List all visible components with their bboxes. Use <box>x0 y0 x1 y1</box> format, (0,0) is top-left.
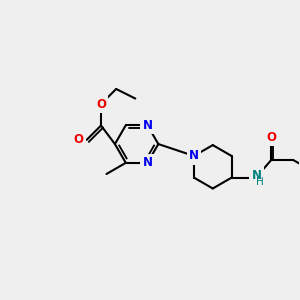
Text: H: H <box>256 177 264 187</box>
Text: O: O <box>266 131 276 144</box>
Text: N: N <box>189 149 199 162</box>
Text: O: O <box>96 98 106 111</box>
Text: N: N <box>142 156 152 169</box>
Text: O: O <box>73 133 83 146</box>
Text: N: N <box>142 119 152 132</box>
Text: N: N <box>251 169 262 182</box>
